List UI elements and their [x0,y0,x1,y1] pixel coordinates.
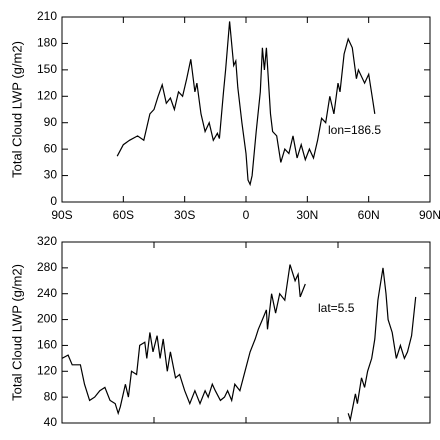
y-tick-label: 0 [50,194,57,208]
x-tick-label: 60N [358,208,380,222]
x-tick-label: 30N [296,208,318,222]
y-tick-label: 320 [37,234,57,248]
y-tick-label: 80 [44,389,58,403]
annotation: lat=5.5 [318,301,355,315]
y-tick-label: 280 [37,260,57,274]
x-tick-label: 0 [243,208,250,222]
plot-frame [61,16,431,203]
data-line [116,21,376,187]
x-tick-label: 90N [419,208,440,222]
y-tick-label: 180 [37,36,57,50]
y-tick-label: 40 [44,415,58,429]
x-tick-label: 30S [174,208,195,222]
y-tick-label: 240 [37,286,57,300]
y-axis-label: Total Cloud LWP (g/m2) [9,41,24,178]
y-tick-label: 60 [44,141,58,155]
y-tick-label: 120 [37,363,57,377]
y-tick-label: 120 [37,88,57,102]
y-tick-label: 160 [37,338,57,352]
data-line [347,267,417,423]
y-axis-label: Total Cloud LWP (g/m2) [9,264,24,401]
y-tick-label: 210 [37,9,57,23]
y-tick-label: 150 [37,62,57,76]
y-tick-label: 200 [37,312,57,326]
y-tick-label: 30 [44,168,58,182]
annotation: lon=186.5 [328,123,381,137]
x-tick-label: 60S [113,208,134,222]
x-tick-label: 90S [51,208,72,222]
data-line [61,264,306,416]
y-tick-label: 90 [44,115,58,129]
